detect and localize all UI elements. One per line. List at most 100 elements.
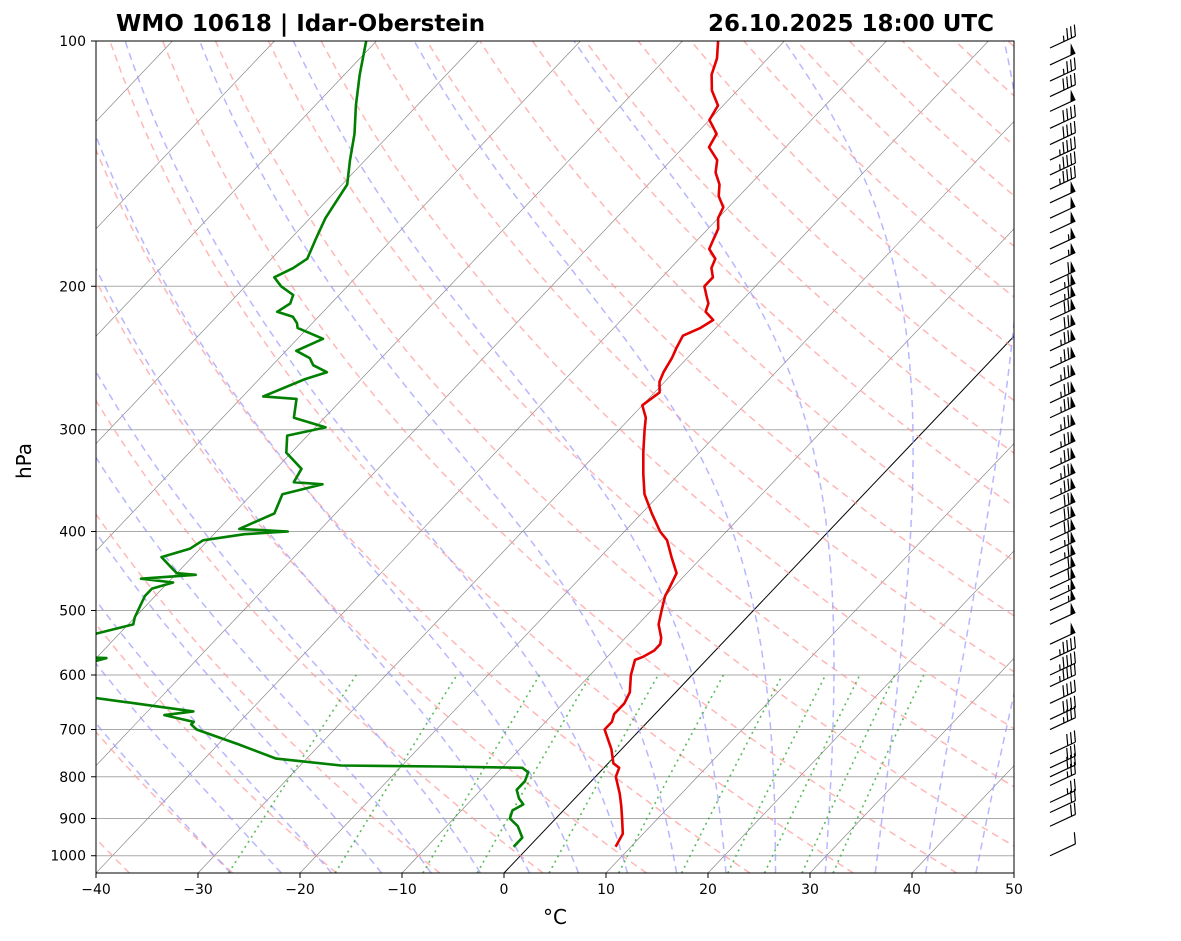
x-tick-label: 20 (699, 882, 717, 898)
wind-barb (1049, 602, 1076, 625)
dry-adiabat-line (479, 41, 1014, 562)
wind-barb (1049, 285, 1076, 308)
x-tick-label: −20 (285, 882, 315, 898)
moist-adiabat-line (783, 41, 914, 873)
moist-adiabat-line (96, 134, 580, 873)
wind-barb (1049, 227, 1076, 250)
x-tick-label: −30 (183, 882, 213, 898)
isotherm-line (96, 41, 275, 230)
wind-barb (1049, 531, 1076, 554)
isotherm-line (809, 657, 1014, 873)
wind-barb (1049, 121, 1076, 146)
wind-barb (1049, 753, 1076, 778)
x-tick-label: −40 (81, 882, 111, 898)
wind-barb (1049, 24, 1076, 49)
mixing-ratio-line (548, 674, 659, 873)
dry-adiabat-line (162, 41, 958, 873)
wind-barb (1049, 430, 1076, 454)
dry-adiabat-line (584, 41, 1014, 455)
wind-barb (1049, 165, 1076, 190)
mixing-ratio-line (801, 674, 896, 873)
mixing-ratio-line (680, 674, 784, 873)
zero-isotherm-line (503, 335, 1014, 873)
wind-barb (1049, 273, 1076, 296)
wind-barb (1049, 555, 1076, 578)
moist-adiabat-line (96, 456, 432, 873)
wind-barb (1049, 242, 1076, 265)
dewpoint-profile-line (96, 41, 530, 848)
isotherm-line (299, 120, 1014, 873)
dry-adiabat-line (1114, 41, 1181, 873)
dry-adiabat-line (109, 41, 854, 873)
moist-adiabat-line (96, 662, 282, 873)
dry-adiabat-line (637, 41, 1014, 402)
wind-barb (1049, 505, 1076, 528)
dry-adiabat-line (796, 41, 1014, 248)
isotherm-line (96, 41, 887, 873)
y-tick-label: 600 (59, 668, 86, 684)
moist-adiabat-line (199, 41, 678, 873)
moist-adiabat-line (96, 267, 531, 873)
x-tick-label: 10 (597, 882, 615, 898)
isotherm-line (197, 41, 989, 873)
y-tick-label: 900 (59, 811, 86, 827)
wind-barb (1049, 518, 1076, 541)
wind-barb (1049, 802, 1076, 827)
x-tick-label: 50 (1005, 882, 1023, 898)
wind-barb (1049, 663, 1076, 688)
wind-barb (1049, 832, 1076, 857)
moist-adiabat-line (96, 531, 383, 873)
wind-barb (1049, 104, 1076, 129)
mixing-ratio-line (476, 674, 592, 873)
dry-adiabat-line (96, 147, 751, 873)
isotherm-line (1013, 872, 1014, 873)
y-tick-label: 700 (59, 723, 86, 739)
wind-barb (1049, 136, 1076, 161)
wind-barb (1049, 744, 1076, 769)
wind-barb (1049, 577, 1076, 601)
wind-barb (1049, 43, 1076, 66)
y-tick-label: 100 (59, 34, 86, 50)
wind-barb (1049, 260, 1076, 284)
wind-barb (1049, 477, 1076, 500)
wind-barb (1049, 328, 1076, 352)
dry-adiabat-line (96, 622, 337, 873)
wind-barb (1049, 413, 1076, 437)
dry-adiabat-line (1061, 41, 1181, 873)
wind-barb (1049, 181, 1076, 204)
wind-barb (1049, 395, 1076, 419)
wind-barb (1049, 679, 1076, 704)
moist-adiabat-line (96, 370, 482, 873)
wind-barb (1049, 364, 1076, 387)
wind-barb (1049, 313, 1076, 337)
dry-adiabat-line (373, 41, 1014, 673)
wind-barb (1049, 298, 1076, 321)
dry-adiabat-line (267, 41, 1014, 788)
dry-adiabat-line (214, 41, 1014, 847)
profile-lines (96, 41, 725, 848)
mixing-ratio-line (763, 674, 861, 873)
isotherm-line (96, 41, 683, 659)
isotherm-line (96, 41, 479, 444)
dry-adiabat-line (531, 41, 1014, 508)
isotherm-line (707, 550, 1014, 873)
y-tick-label: 300 (59, 423, 86, 439)
wind-barb (1049, 73, 1076, 98)
wind-barb (1049, 622, 1076, 645)
isotherm-line (96, 41, 581, 552)
dry-adiabat-line (1007, 41, 1014, 48)
moist-adiabat-line (924, 41, 1014, 873)
wind-barb (1049, 89, 1076, 112)
isotherm-line (96, 41, 785, 767)
mixing-ratio-line (727, 674, 827, 873)
dry-adiabat-line (901, 41, 1014, 147)
x-tick-label: 30 (801, 882, 819, 898)
mixing-ratio-line (422, 674, 541, 873)
x-axis-label: °C (543, 905, 567, 929)
isotherm-line (96, 41, 377, 337)
isotherm-line (605, 443, 1014, 873)
wind-barb (1049, 588, 1076, 612)
mixing-ratio-line (617, 674, 725, 873)
wind-barb (1049, 346, 1076, 369)
